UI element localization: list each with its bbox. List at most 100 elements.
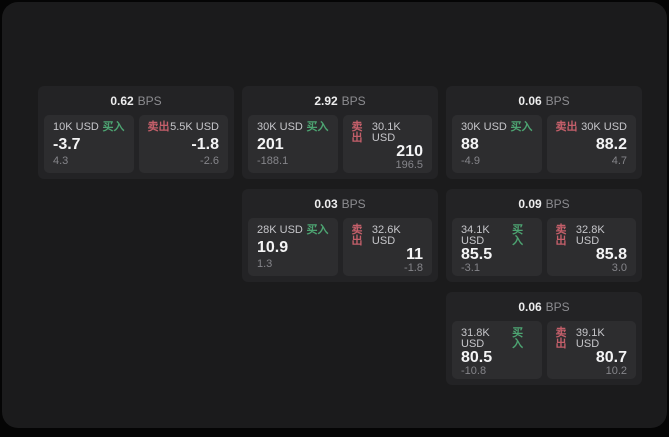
- bps-unit-label: BPS: [545, 299, 570, 314]
- card-header: 0.03 BPS: [248, 195, 432, 212]
- sell-panel[interactable]: 卖出 32.8K USD 85.8 3.0: [546, 218, 636, 276]
- buy-panel-header: 31.8K USD 买入: [461, 328, 533, 350]
- sell-delta: 10.2: [605, 365, 627, 377]
- buy-side-label: 买入: [512, 224, 524, 247]
- buy-panel-header: 30K USD 买入: [257, 122, 329, 133]
- sell-panel[interactable]: 卖出 32.6K USD 11 -1.8: [342, 218, 432, 276]
- buy-price: 80.5: [461, 349, 493, 366]
- buy-amount: 34.1K USD: [461, 224, 490, 247]
- card-body: 10K USD 买入 -3.7 4.3 卖出 5.5K USD -1.8 -2.…: [44, 115, 228, 173]
- buy-side-label: 买入: [306, 224, 329, 236]
- sell-amount: 30K USD: [581, 121, 627, 133]
- bps-unit-label: BPS: [341, 196, 366, 211]
- buy-price: 10.9: [257, 238, 289, 256]
- buy-price: 88: [461, 135, 479, 153]
- sell-panel[interactable]: 卖出 30K USD 88.2 4.7: [546, 115, 636, 173]
- sell-panel[interactable]: 卖出 5.5K USD -1.8 -2.6: [138, 115, 228, 173]
- buy-panel[interactable]: 31.8K USD 买入 80.5 -10.8: [452, 321, 542, 379]
- bps-value: 0.06: [518, 93, 542, 108]
- sell-price: 85.8: [595, 246, 627, 263]
- card-body: 31.8K USD 买入 80.5 -10.8 卖出 39.1K USD 80.…: [452, 321, 636, 379]
- buy-amount: 28K USD: [257, 224, 303, 236]
- sell-side-label: 卖出: [351, 224, 363, 247]
- sell-delta: 3.0: [611, 262, 627, 274]
- buy-price: 201: [257, 135, 284, 153]
- buy-panel-header: 34.1K USD 买入: [461, 225, 533, 247]
- sell-amount: 30.1K USD: [371, 121, 401, 144]
- buy-side-label: 买入: [510, 121, 533, 133]
- app-window: 0.62 BPS 10K USD 买入 -3.7 4.3 卖出 5.5K USD…: [2, 2, 667, 428]
- buy-panel-header: 10K USD 买入: [53, 122, 125, 133]
- sell-side-label: 卖出: [555, 121, 578, 133]
- quote-card: 0.62 BPS 10K USD 买入 -3.7 4.3 卖出 5.5K USD…: [38, 86, 234, 179]
- sell-delta: -2.6: [200, 155, 219, 167]
- sell-price: 210: [396, 143, 423, 160]
- sell-side-label: 卖出: [555, 224, 567, 247]
- bps-value: 0.06: [518, 299, 542, 314]
- buy-delta: -3.1: [461, 262, 480, 274]
- sell-panel-header: 卖出 5.5K USD: [148, 122, 220, 133]
- sell-panel[interactable]: 卖出 30.1K USD 210 196.5: [342, 115, 432, 173]
- bps-unit-label: BPS: [137, 93, 162, 108]
- buy-panel[interactable]: 28K USD 买入 10.9 1.3: [248, 218, 338, 276]
- buy-side-label: 买入: [306, 121, 329, 133]
- sell-amount: 5.5K USD: [170, 121, 219, 133]
- bps-value: 2.92: [314, 93, 338, 108]
- card-header: 0.09 BPS: [452, 195, 636, 212]
- card-header: 0.06 BPS: [452, 298, 636, 315]
- card-body: 34.1K USD 买入 85.5 -3.1 卖出 32.8K USD 85.8…: [452, 218, 636, 276]
- buy-side-label: 买入: [512, 327, 524, 350]
- bps-value: 0.03: [314, 196, 338, 211]
- buy-panel[interactable]: 10K USD 买入 -3.7 4.3: [44, 115, 134, 173]
- card-header: 0.62 BPS: [44, 92, 228, 109]
- card-body: 30K USD 买入 88 -4.9 卖出 30K USD 88.2 4.7: [452, 115, 636, 173]
- buy-panel[interactable]: 34.1K USD 买入 85.5 -3.1: [452, 218, 542, 276]
- sell-delta: 196.5: [395, 159, 423, 171]
- buy-price: -3.7: [53, 135, 81, 153]
- buy-amount: 30K USD: [461, 121, 507, 133]
- buy-delta: -10.8: [461, 365, 487, 377]
- quote-card: 2.92 BPS 30K USD 买入 201 -188.1 卖出 30.1K …: [242, 86, 438, 179]
- buy-amount: 10K USD: [53, 121, 99, 133]
- buy-delta: 4.3: [53, 155, 69, 167]
- buy-price: 85.5: [461, 246, 493, 263]
- buy-panel-header: 30K USD 买入: [461, 122, 533, 133]
- sell-amount: 32.6K USD: [371, 224, 401, 247]
- sell-price: 80.7: [595, 349, 627, 366]
- quote-card: 0.06 BPS 31.8K USD 买入 80.5 -10.8 卖出 39.1…: [446, 292, 642, 385]
- bps-unit-label: BPS: [341, 93, 366, 108]
- card-body: 28K USD 买入 10.9 1.3 卖出 32.6K USD 11 -1.8: [248, 218, 432, 276]
- sell-panel[interactable]: 卖出 39.1K USD 80.7 10.2: [546, 321, 636, 379]
- sell-panel-header: 卖出 32.8K USD: [556, 225, 628, 247]
- card-body: 30K USD 买入 201 -188.1 卖出 30.1K USD 210 1…: [248, 115, 432, 173]
- buy-panel[interactable]: 30K USD 买入 201 -188.1: [248, 115, 338, 173]
- bps-value: 0.62: [110, 93, 134, 108]
- buy-side-label: 买入: [102, 121, 125, 133]
- buy-amount: 30K USD: [257, 121, 303, 133]
- sell-side-label: 卖出: [351, 121, 363, 144]
- sell-side-label: 卖出: [147, 121, 170, 133]
- sell-panel-header: 卖出 30K USD: [556, 122, 628, 133]
- sell-amount: 39.1K USD: [575, 327, 605, 350]
- buy-amount: 31.8K USD: [461, 327, 490, 350]
- bps-value: 0.09: [518, 196, 542, 211]
- sell-amount: 32.8K USD: [575, 224, 605, 247]
- quote-card: 0.06 BPS 30K USD 买入 88 -4.9 卖出 30K USD 8…: [446, 86, 642, 179]
- buy-delta: -188.1: [257, 155, 289, 167]
- sell-price: 11: [406, 246, 423, 263]
- buy-panel-header: 28K USD 买入: [257, 225, 329, 236]
- sell-side-label: 卖出: [555, 327, 567, 350]
- card-header: 0.06 BPS: [452, 92, 636, 109]
- quote-cards-grid: 0.62 BPS 10K USD 买入 -3.7 4.3 卖出 5.5K USD…: [2, 2, 667, 428]
- quote-card: 0.09 BPS 34.1K USD 买入 85.5 -3.1 卖出 32.8K…: [446, 189, 642, 282]
- sell-price: 88.2: [595, 135, 627, 153]
- buy-delta: 1.3: [257, 258, 273, 270]
- sell-panel-header: 卖出 30.1K USD: [352, 122, 424, 144]
- sell-panel-header: 卖出 32.6K USD: [352, 225, 424, 247]
- card-header: 2.92 BPS: [248, 92, 432, 109]
- bps-unit-label: BPS: [545, 196, 570, 211]
- buy-panel[interactable]: 30K USD 买入 88 -4.9: [452, 115, 542, 173]
- bps-unit-label: BPS: [545, 93, 570, 108]
- sell-price: -1.8: [191, 135, 219, 153]
